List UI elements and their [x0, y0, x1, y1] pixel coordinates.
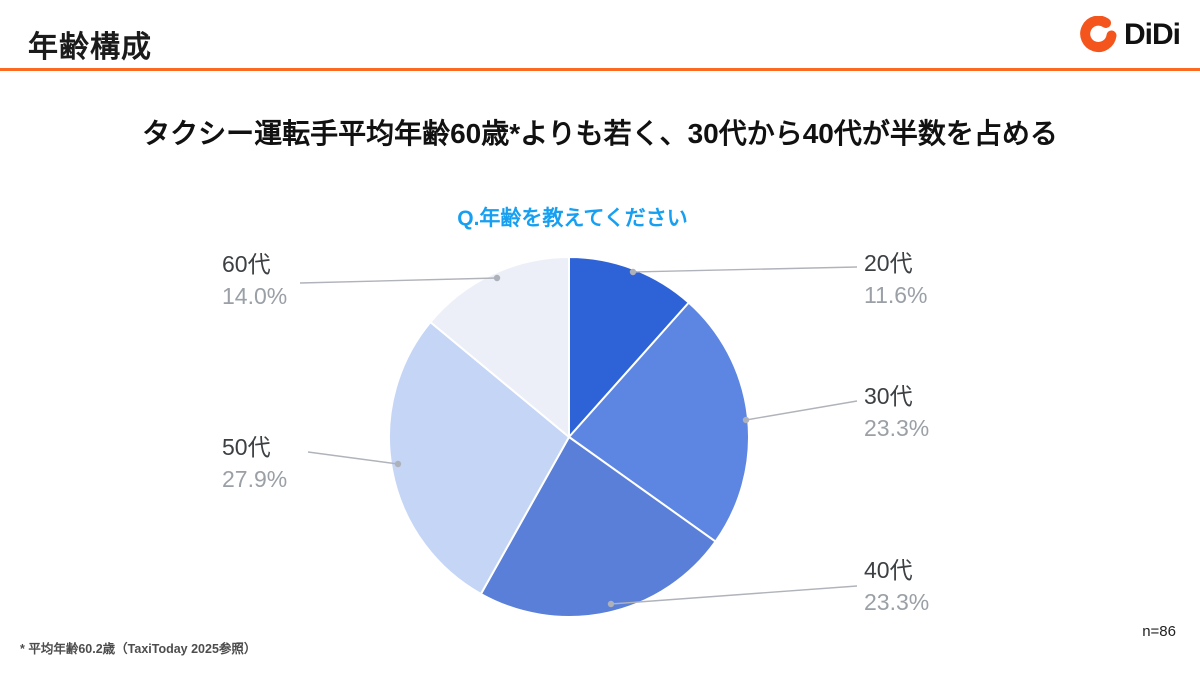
pie-label-60s: 60代 14.0%: [222, 253, 287, 308]
pie-label-20s-pct: 11.6%: [864, 282, 928, 308]
pie-label-40s-name: 40代: [864, 557, 913, 583]
pie-label-60s-name: 60代: [222, 251, 271, 277]
pie-slice-60s: [429, 256, 570, 438]
chart-title: Q.年齢を教えてください: [457, 207, 688, 230]
pie-label-50s-pct: 27.9%: [222, 466, 288, 492]
pie-label-50s-name: 50代: [222, 434, 271, 460]
pie-label-20s: 20代 11.6%: [864, 252, 928, 307]
pie-label-60s-pct: 14.0%: [222, 283, 288, 309]
accent-divider: [0, 68, 1200, 71]
leader-line-30s: [745, 400, 858, 421]
pie-label-40s-pct: 23.3%: [864, 589, 930, 615]
didi-logo-text: DiDi: [1124, 18, 1181, 51]
footnote: * 平均年齢60.2歳（TaxiToday 2025参照）: [20, 642, 257, 656]
page-title: 年齢構成: [28, 31, 152, 64]
pie-label-30s-name: 30代: [864, 383, 913, 409]
pie-slice-50s: [388, 321, 570, 595]
pie-label-30s: 30代 23.3%: [864, 385, 929, 440]
didi-logo: DiDi: [1079, 16, 1181, 54]
pie-chart: [388, 256, 750, 618]
headline: タクシー運転手平均年齢60歳*よりも若く、30代から40代が半数を占める: [142, 118, 1058, 149]
sample-size: n=86: [1142, 623, 1176, 640]
pie-slice-40s: [479, 436, 717, 618]
pie-label-40s: 40代 23.3%: [864, 559, 929, 614]
pie-label-30s-pct: 23.3%: [864, 415, 930, 441]
pie-label-50s: 50代 27.9%: [222, 436, 287, 491]
didi-logo-icon: [1079, 16, 1117, 54]
pie-label-20s-name: 20代: [864, 250, 913, 276]
